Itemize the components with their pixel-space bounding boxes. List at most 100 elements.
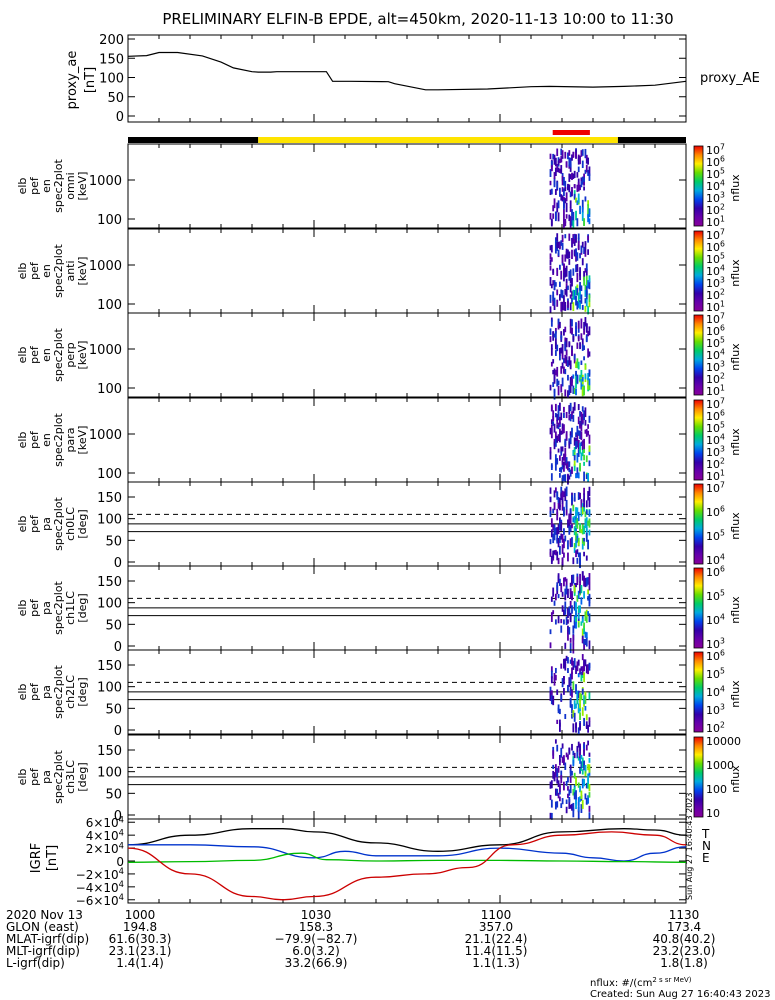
spectrogram-pixel <box>549 487 552 494</box>
footer-row-value: 1130 <box>669 908 700 922</box>
colorbar-tick-label: 103 <box>706 637 725 651</box>
spectrogram-pixel <box>581 707 584 716</box>
spectrogram-pixel <box>571 667 573 674</box>
spectrogram-pixel <box>549 812 552 819</box>
spectrogram-pixel <box>573 515 576 524</box>
spectrogram-pixel <box>584 793 587 800</box>
spectrogram-pixel <box>565 780 568 786</box>
spectrogram-pixel <box>557 792 560 799</box>
spectrogram-pixel <box>581 543 584 550</box>
spectrogram-pixel <box>575 361 577 369</box>
spectrogram-pixel <box>571 319 573 327</box>
spectrogram-pixel <box>568 184 571 193</box>
colorbar-tick-label: 101 <box>706 215 725 229</box>
spectrogram-pixel <box>549 510 552 518</box>
spectrogram-pixel <box>553 158 556 165</box>
spectrogram-pixel <box>557 380 560 386</box>
spectrogram-pixel <box>585 528 588 537</box>
spectrogram-pixel <box>585 275 588 286</box>
spectrogram-pixel <box>584 364 587 370</box>
spectrogram-pixel <box>561 544 564 554</box>
spectrogram-pixel <box>553 423 556 433</box>
spectrogram-pixel <box>565 457 568 464</box>
colorbar-label: nflux <box>729 174 742 202</box>
spectrogram-pixel <box>568 214 571 222</box>
colorbar-tick-label: 102 <box>706 457 725 471</box>
spectrogram-pixel <box>588 351 591 357</box>
spectrogram-pixel <box>584 148 587 159</box>
spectrogram-pixel <box>549 253 552 260</box>
spectrogram-pixel <box>580 790 583 799</box>
spectrogram-pixel <box>549 642 552 649</box>
spectrogram-pixel <box>553 280 556 291</box>
spectrogram-pixel <box>561 456 564 463</box>
spectrogram-pixel <box>581 525 584 535</box>
colorbar-tick-label: 101 <box>706 469 725 483</box>
spectrogram-pixel <box>560 335 563 340</box>
spectrogram-pixel <box>581 778 584 789</box>
spectrogram-pixel <box>575 583 577 588</box>
spectrogram-pixel <box>560 430 563 435</box>
spectrogram-pixel <box>587 200 590 207</box>
spectrogram-pixel <box>564 368 567 375</box>
spectrogram-pixel <box>587 725 590 733</box>
spectrogram-pixel <box>583 446 585 453</box>
spectrogram-pixel <box>559 754 561 763</box>
colorbar-tick-label: 106 <box>706 505 725 519</box>
spectrogram-pixel <box>585 154 588 160</box>
spectrogram-pixel <box>583 639 585 645</box>
spectrogram-pixel <box>559 321 561 329</box>
spectrogram-pixel <box>575 295 577 306</box>
panel-ytick-label: 0 <box>114 724 122 739</box>
spectrogram-pixel <box>560 533 563 540</box>
spectrogram-pixel <box>560 486 563 496</box>
spectrogram-pixel <box>576 507 579 516</box>
spectrogram-pixel <box>572 234 575 244</box>
colorbar <box>693 651 704 733</box>
spectrogram-pixel <box>583 186 585 191</box>
spectrogram-pixel <box>567 619 569 624</box>
panel-ytick-label: 100 <box>97 213 122 228</box>
spectrogram-pixel <box>585 334 588 343</box>
panel-ylabel-line: en <box>40 348 53 362</box>
spectrogram-pixel <box>580 246 583 253</box>
spectrogram-pixel <box>563 540 565 549</box>
spectrogram-pixel <box>552 533 555 544</box>
spectrogram-pixel <box>557 765 560 773</box>
spectrogram-pixel <box>553 378 556 384</box>
spectrogram-pixel <box>559 416 561 425</box>
spectrogram-pixel <box>557 414 560 420</box>
spectrogram-pixel <box>576 252 579 261</box>
spectrogram-pixel <box>577 727 580 735</box>
spectrogram-pixel <box>579 423 581 429</box>
spectrogram-pixel <box>554 369 557 376</box>
spectrogram-pixel <box>576 342 579 349</box>
spectrogram-pixel <box>565 752 568 758</box>
spectrogram-pixel <box>553 333 556 338</box>
spectrogram-pixel <box>559 722 561 732</box>
spectrogram-pixel <box>565 655 568 661</box>
spectrogram-pixel <box>568 441 571 449</box>
spectrogram-pixel <box>584 631 587 638</box>
spectrogram-pixel <box>559 168 561 174</box>
colorbar-tick-label: 100 <box>706 783 727 796</box>
spectrogram-pixel <box>557 160 560 165</box>
spectrogram-pixel <box>571 657 573 666</box>
spectrogram-pixel <box>557 385 560 396</box>
spectrogram-pixel <box>567 249 569 259</box>
spectrogram-pixel <box>585 164 588 173</box>
spectrogram-pixel <box>580 761 583 769</box>
footer-row-label: L-igrf(dip) <box>6 956 65 970</box>
spectrogram-pixel <box>580 431 583 440</box>
spectrogram-pixel <box>588 764 591 773</box>
spectrogram-pixel <box>554 237 557 243</box>
spectrogram-pixel <box>552 421 555 426</box>
spectrogram-pixel <box>588 784 591 792</box>
colorbar-tick-label: 104 <box>706 433 725 447</box>
colorbar-tick-label: 105 <box>706 421 725 435</box>
panel-ylabel-line: [deg] <box>76 509 89 538</box>
colorbar-tick-label: 101 <box>706 384 725 398</box>
spectrogram-pixel <box>587 372 590 382</box>
colorbar-tick-label: 103 <box>706 445 725 459</box>
spectrogram-pixel <box>568 405 571 415</box>
